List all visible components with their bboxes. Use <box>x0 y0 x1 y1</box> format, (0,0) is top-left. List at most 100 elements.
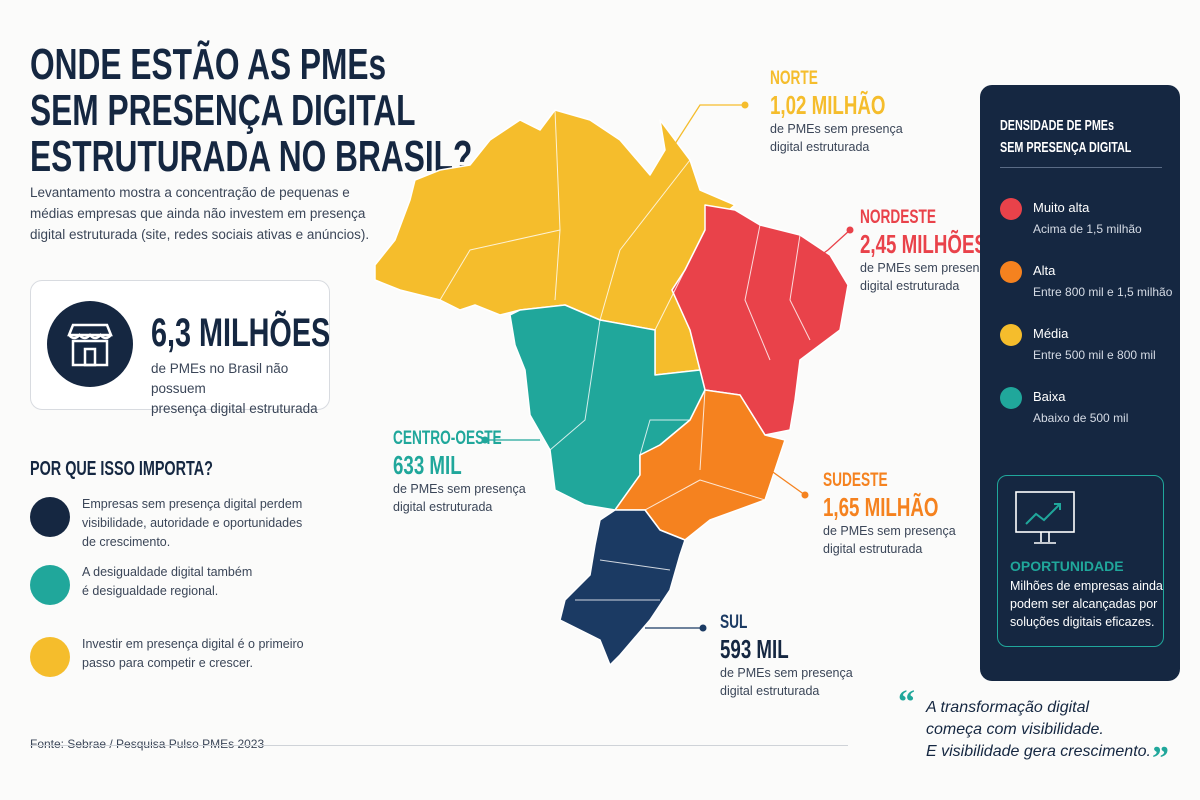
source: Fonte: Sebrae / Pesquisa Pulso PMEs 2023 <box>30 737 265 751</box>
region-text-line: digital estruturada <box>770 140 870 154</box>
legend-label: Média <box>1033 326 1069 341</box>
region-text: de PMEs sem presença digital estruturada <box>770 120 930 156</box>
leaders <box>481 101 854 632</box>
opportunity-line: podem ser alcançadas por <box>1010 597 1158 611</box>
legend-dot <box>1000 261 1022 283</box>
legend-title-line: DENSIDADE DE PMEs <box>1000 117 1115 134</box>
region-text: de PMEs sem presença digital estruturada <box>860 259 1036 295</box>
leader-dot <box>801 491 809 499</box>
region-name: CENTRO-OESTE <box>393 428 502 449</box>
region-name-wrap: NORDESTE <box>860 207 1036 229</box>
region-label: NORTE 1,02 MILHÃO de PMEs sem presença digi… <box>770 68 930 156</box>
region-value-wrap: 2,45 MILHÕES <box>860 229 1036 259</box>
region-value-wrap: 593 MIL <box>720 634 853 664</box>
legend-dot <box>1000 198 1022 220</box>
quote-line: E visibilidade gera crescimento. <box>926 743 1151 760</box>
why-item: Investir em presença digital é o primeir… <box>30 635 330 695</box>
region-label: SUDESTE 1,65 MILHÃO de PMEs sem presença di… <box>823 470 983 558</box>
legend-range: Acima de 1,5 milhão <box>1033 222 1142 236</box>
why-icon <box>30 637 70 677</box>
quote-open: “ <box>898 684 915 721</box>
region-label: NORDESTE 2,45 MILHÕES de PMEs sem presença… <box>860 207 1036 295</box>
region-norte <box>374 109 736 376</box>
opportunity-line: soluções digitais eficazes. <box>1010 615 1155 629</box>
legend-label: Muito alta <box>1033 200 1090 215</box>
region-text-line: de PMEs sem presença <box>720 666 853 680</box>
title: ONDE ESTÃO AS PMEs SEM PRESENÇA DIGITAL … <box>30 42 644 180</box>
intro-line: médias empresas que ainda não investem e… <box>30 206 366 221</box>
region-value: 2,45 MILHÕES <box>860 229 987 259</box>
title-line: ESTRUTURADA NO BRASIL? <box>30 132 473 181</box>
why-line: de crescimento. <box>82 535 171 549</box>
leader-dot <box>741 101 749 109</box>
leader-dot <box>699 624 707 632</box>
region-text-line: digital estruturada <box>393 500 493 514</box>
legend-item: Alta Entre 800 mil e 1,5 milhão <box>1000 260 1173 310</box>
region-text: de PMEs sem presença digital estruturada <box>720 664 853 700</box>
leader-dot <box>846 226 854 234</box>
legend-dot <box>1000 387 1022 409</box>
why-title-wrap: POR QUE ISSO IMPORTA? <box>30 458 284 481</box>
intro-line: digital estruturada (site, redes sociais… <box>30 227 370 242</box>
legend-list: Muito alta Acima de 1,5 milhão Alta Entre 8… <box>1000 197 1173 457</box>
quote: A transformação digital começa com visib… <box>926 697 1151 763</box>
region-value: 1,65 MILHÃO <box>823 492 939 522</box>
legend-range: Entre 800 mil e 1,5 milhão <box>1033 285 1173 299</box>
why-list: Empresas sem presença digital perdem visi… <box>30 495 330 695</box>
region-name: SUDESTE <box>823 470 888 491</box>
why-item: A desigualdade digital também é desiguald… <box>30 563 330 623</box>
highlight-value: 6,3 MILHÕES <box>151 311 331 355</box>
title-line: SEM PRESENÇA DIGITAL <box>30 86 416 135</box>
legend-title: DENSIDADE DE PMEs SEM PRESENÇA DIGITAL <box>1000 115 1183 159</box>
leader-sudeste <box>769 469 806 496</box>
region-text-line: de PMEs sem presença <box>770 122 903 136</box>
region-sul <box>559 509 686 666</box>
why-title: POR QUE ISSO IMPORTA? <box>30 458 213 480</box>
highlight-text: de PMEs no Brasil não possuem presença d… <box>151 359 329 419</box>
highlight-line: de PMEs no Brasil não possuem <box>151 361 289 396</box>
region-label: CENTRO-OESTE 633 MIL de PMEs sem presença d… <box>393 428 544 516</box>
leader-nordeste <box>799 229 851 271</box>
highlight-card: 6,3 MILHÕES de PMEs no Brasil não possue… <box>30 280 330 416</box>
region-name: NORDESTE <box>860 207 937 228</box>
region-name-wrap: SUDESTE <box>823 470 983 492</box>
store-icon <box>47 301 133 387</box>
region-text-line: digital estruturada <box>823 542 923 556</box>
why-line: Investir em presença digital é o primeir… <box>82 637 304 651</box>
highlight-value-wrap: 6,3 MILHÕES <box>151 311 400 356</box>
legend-panel: DENSIDADE DE PMEs SEM PRESENÇA DIGITAL M… <box>980 85 1180 681</box>
highlight-line: presença digital estruturada <box>151 401 318 416</box>
legend-rule <box>1000 167 1162 168</box>
region-value-wrap: 1,65 MILHÃO <box>823 492 983 522</box>
why-icon <box>30 497 70 537</box>
region-name-wrap: NORTE <box>770 68 930 90</box>
chart-icon <box>1015 491 1075 544</box>
why-icon <box>30 565 70 605</box>
why-line: passo para competir e crescer. <box>82 656 253 670</box>
region-text-line: digital estruturada <box>720 684 820 698</box>
region-value: 633 MIL <box>393 450 462 480</box>
region-label: SUL 593 MIL de PMEs sem presença digital es… <box>720 612 853 700</box>
intro: Levantamento mostra a concentração de pe… <box>30 182 369 245</box>
opportunity-text: Milhões de empresas ainda podem ser alca… <box>1010 577 1163 631</box>
region-name-wrap: SUL <box>720 612 853 634</box>
legend-range: Abaixo de 500 mil <box>1033 411 1129 425</box>
leader-norte <box>654 104 745 176</box>
region-value: 593 MIL <box>720 634 789 664</box>
legend-dot <box>1000 324 1022 346</box>
legend-label: Baixa <box>1033 389 1066 404</box>
region-name: SUL <box>720 612 748 633</box>
region-value-wrap: 1,02 MILHÃO <box>770 90 930 120</box>
why-text: Investir em presença digital é o primeir… <box>82 635 304 673</box>
why-line: é desigualdade regional. <box>82 584 219 598</box>
why-line: visibilidade, autoridade e oportunidades <box>82 516 303 530</box>
region-text-line: digital estruturada <box>860 279 960 293</box>
region-text: de PMEs sem presença digital estruturada <box>823 522 983 558</box>
quote-line: A transformação digital <box>926 699 1090 716</box>
why-text: A desigualdade digital também é desiguald… <box>82 563 252 601</box>
why-item: Empresas sem presença digital perdem visi… <box>30 495 330 555</box>
legend-item: Muito alta Acima de 1,5 milhão <box>1000 197 1170 247</box>
region-name: NORTE <box>770 68 818 89</box>
